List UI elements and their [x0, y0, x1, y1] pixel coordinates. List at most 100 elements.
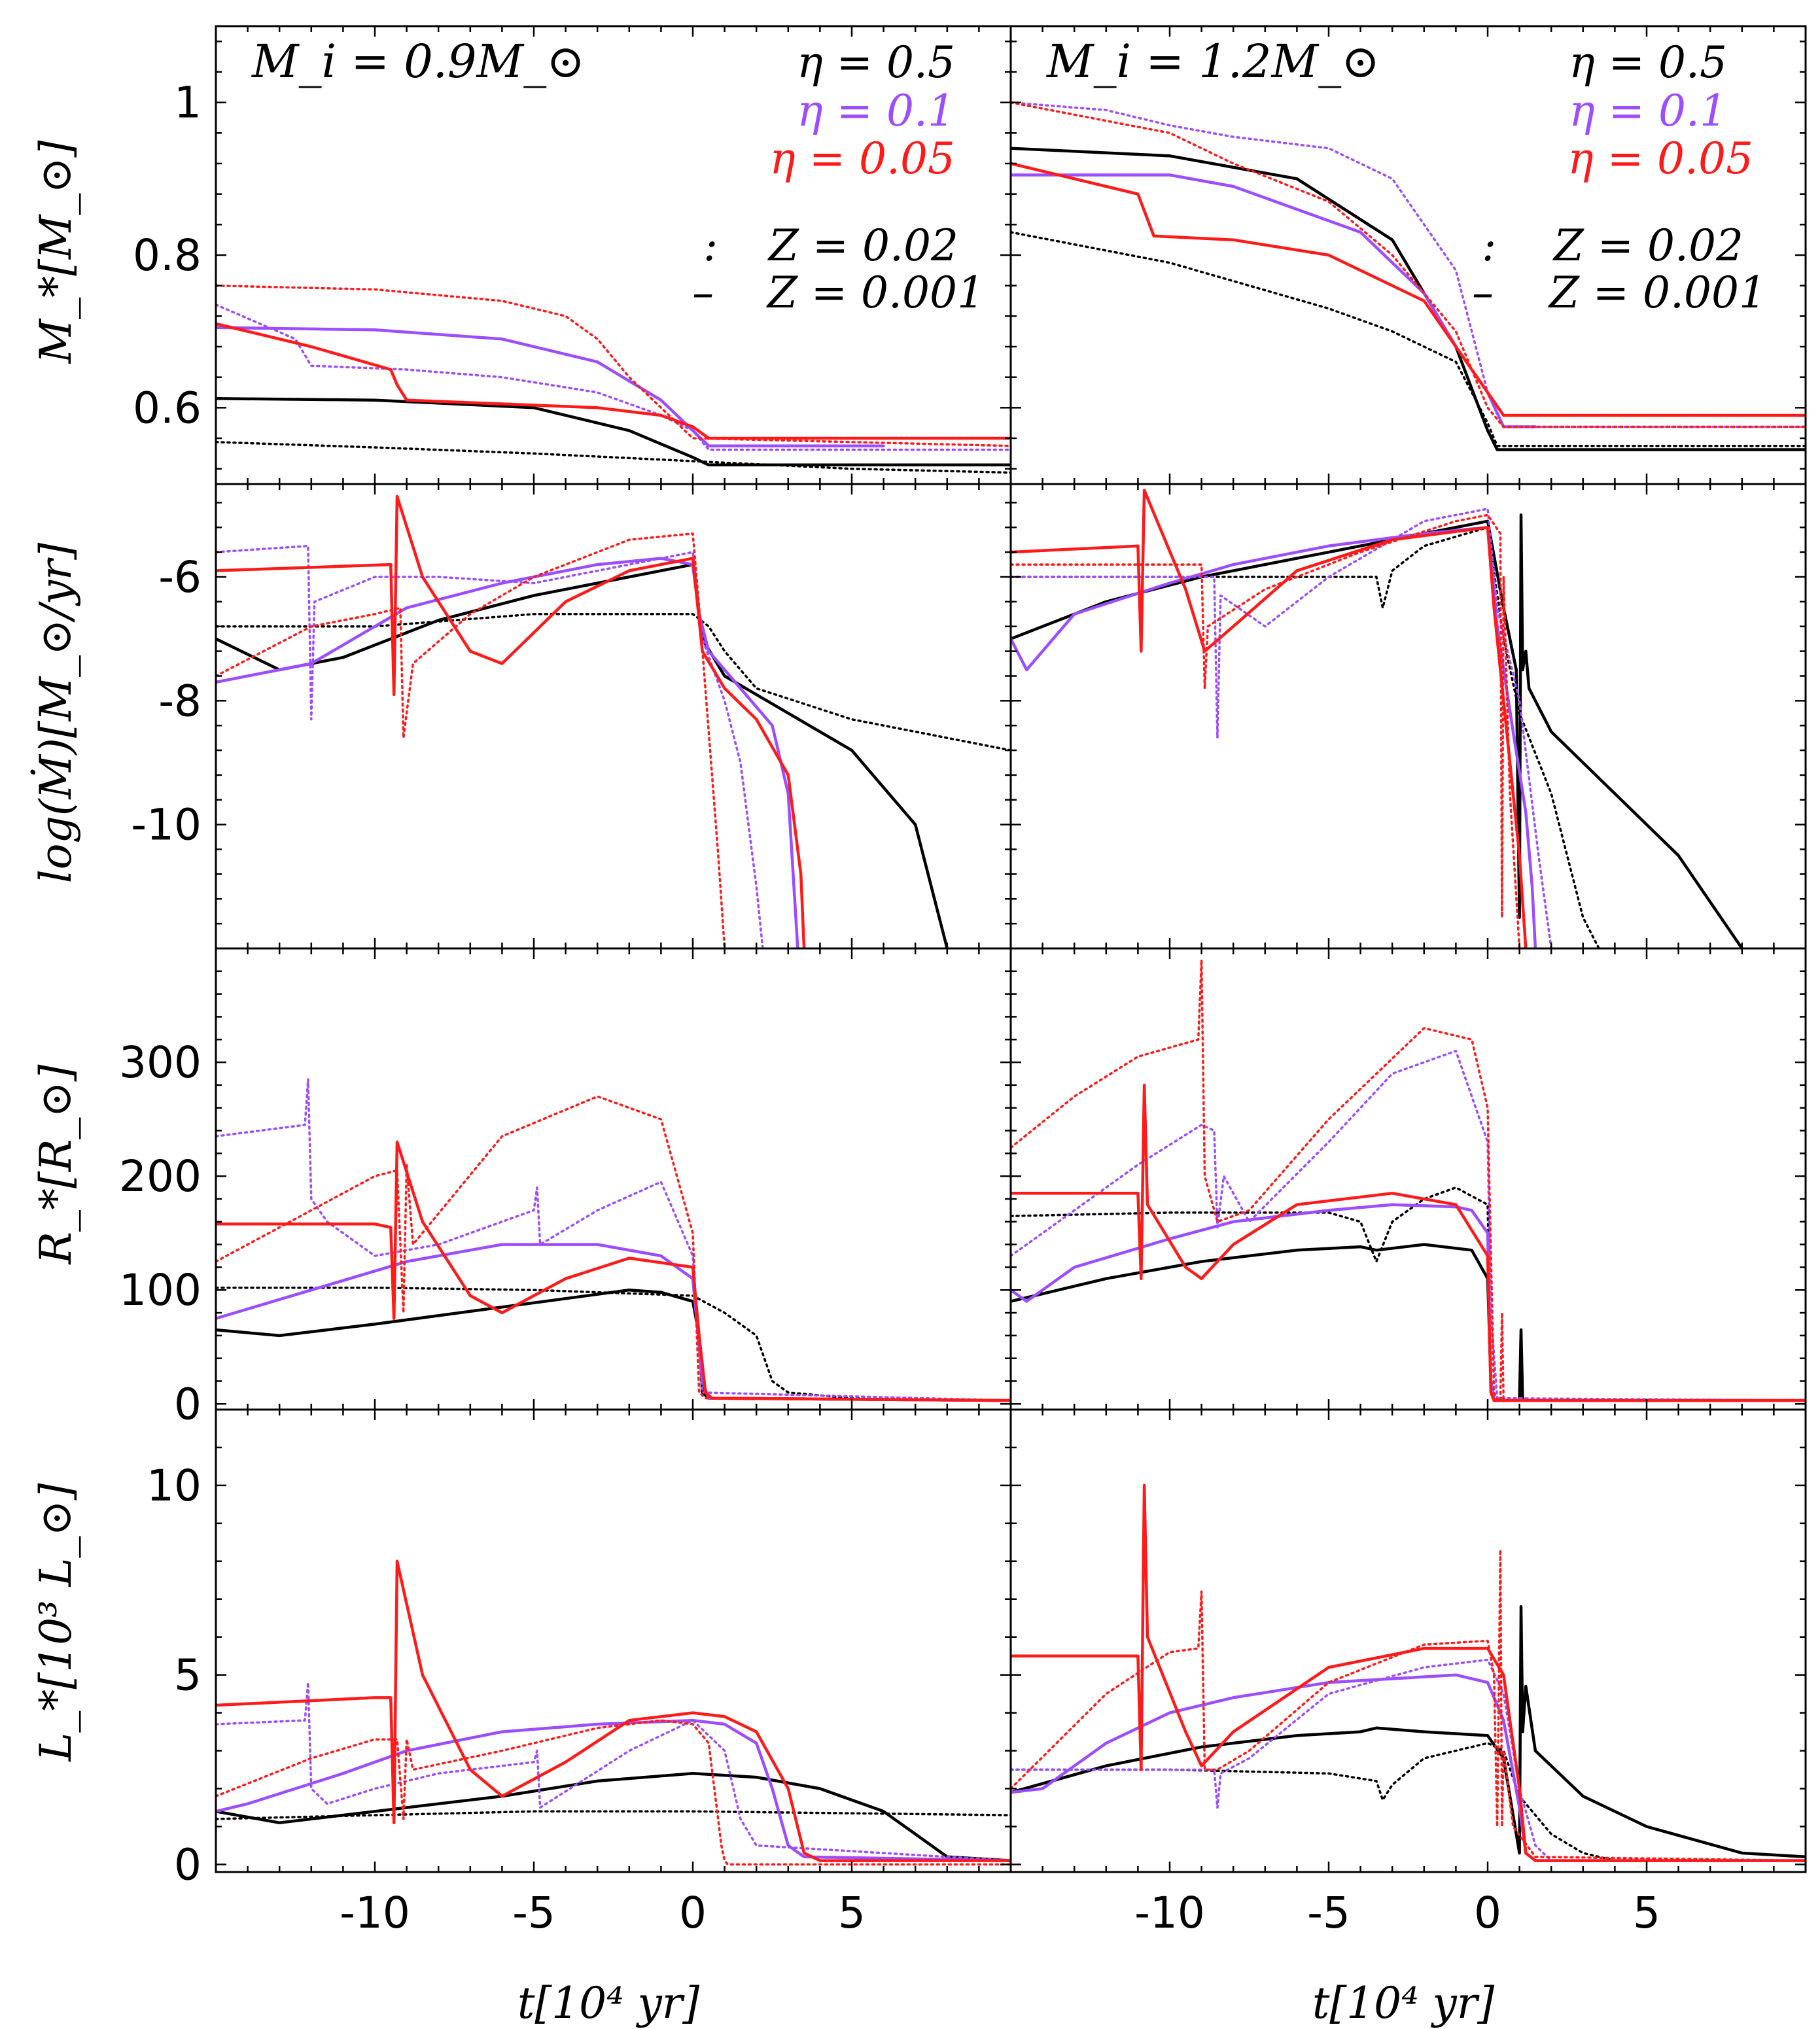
- y-tick-label: -8: [158, 676, 201, 726]
- series-line: [1011, 1483, 1806, 1862]
- y-axis-title-radius: R_*[R_⊙]: [31, 1064, 81, 1264]
- y-tick-label: 10: [147, 1461, 201, 1511]
- series-line: [1011, 231, 1806, 447]
- series-line: [216, 563, 949, 948]
- series-group: [1011, 958, 1806, 1402]
- series-line: [1011, 508, 1552, 948]
- series-line: [1011, 1548, 1806, 1862]
- series-line: [216, 1140, 1011, 1402]
- legend-z-0.02: Z = 0.02: [1552, 220, 1743, 271]
- legend-z-0.02-marker: :: [703, 220, 718, 271]
- series-group: [216, 1559, 1011, 1866]
- legend-z-0.001-marker: –: [1472, 268, 1494, 318]
- series-line: [216, 326, 885, 447]
- series-group: [1011, 101, 1806, 451]
- x-tick-label: 0: [1474, 1888, 1501, 1938]
- y-tick-label: 0.6: [133, 383, 201, 433]
- series-line: [1011, 1186, 1806, 1402]
- x-tick-label: 5: [838, 1888, 866, 1938]
- legend-z-0.02: Z = 0.02: [767, 220, 958, 271]
- series-line: [216, 397, 1011, 467]
- series-line: [216, 1772, 1011, 1862]
- series-line: [216, 494, 806, 948]
- series-line: [1011, 1673, 1806, 1862]
- x-axis-title-right: t[10⁴ yr]: [1312, 1978, 1495, 2028]
- panel-r1-c0: -6 -8 -10: [131, 483, 1012, 950]
- panel-frame: [215, 483, 1012, 950]
- series-line: [1011, 1049, 1806, 1402]
- legend-z-0.001: Z = 0.001: [1548, 268, 1766, 318]
- x-tick-label: -10: [1134, 1888, 1205, 1938]
- series-line: [1011, 173, 1537, 428]
- legend-right: η = 0.5 η = 0.1 η = 0.05 : Z = 0.02 – Z …: [1472, 37, 1766, 318]
- panel-frame: [1009, 947, 1807, 1411]
- series-line: [216, 1243, 1011, 1402]
- y-tick-label: 300: [119, 1037, 201, 1088]
- legend-eta-0.05: η = 0.05: [769, 133, 955, 184]
- panel-r2-c1: [1009, 947, 1807, 1411]
- x-axis-title-left: t[10⁴ yr]: [517, 1978, 700, 2028]
- y-tick-label: 0: [174, 1379, 201, 1429]
- series-line: [216, 1718, 1011, 1862]
- series-group: [216, 1078, 1011, 1402]
- legend-z-0.02-marker: :: [1482, 220, 1496, 271]
- series-line: [1011, 489, 1528, 948]
- legend-eta-0.5: η = 0.5: [797, 37, 955, 88]
- series-group: [1011, 489, 1744, 948]
- series-line: [216, 1719, 1011, 1866]
- series-line: [216, 284, 1011, 447]
- y-tick-label: 5: [174, 1650, 201, 1701]
- series-line: [216, 1286, 1011, 1402]
- series-line: [216, 1810, 1011, 1820]
- y-axis-title-luminosity: L_*[10³ L_⊙]: [31, 1483, 81, 1761]
- series-line: [216, 613, 1011, 752]
- panel-r3-c1: -10 -5 0 5: [1009, 1408, 1807, 1938]
- series-line: [216, 1095, 1011, 1402]
- plot-area: 0.6 0.8 1 -6 -8 -10 300 200 100 0 10 5 0 -10 -5 0 5 -10 -5…: [119, 25, 1807, 1938]
- series-line: [1011, 1083, 1806, 1402]
- series-line: [1011, 1243, 1806, 1402]
- y-tick-label: 1: [174, 78, 201, 128]
- series-line: [1011, 958, 1806, 1402]
- panel-frame: [1009, 483, 1807, 950]
- x-tick-label: -10: [340, 1888, 410, 1938]
- series-line: [216, 1559, 1011, 1862]
- legend-eta-0.5: η = 0.5: [1569, 37, 1727, 88]
- series-line: [216, 1681, 1011, 1862]
- legend-z-0.001-marker: –: [692, 268, 714, 318]
- series-line: [216, 322, 1011, 440]
- y-tick-label: 200: [119, 1151, 201, 1202]
- legend-eta-0.05: η = 0.05: [1567, 133, 1753, 184]
- series-line: [1011, 1658, 1806, 1862]
- legend-eta-0.1: η = 0.1: [797, 86, 955, 136]
- panel-frame: [215, 1408, 1012, 1873]
- y-tick-label: 100: [119, 1265, 201, 1315]
- panel-title-right: M_i = 1.2M_⊙: [1045, 35, 1380, 88]
- panel-frame: [215, 947, 1012, 1411]
- x-tick-label: 5: [1633, 1888, 1660, 1938]
- series-line: [1011, 526, 1600, 948]
- y-tick-label: 0: [174, 1839, 201, 1890]
- y-tick-label: 0.8: [133, 230, 201, 281]
- series-line: [1011, 513, 1744, 948]
- panel-r2-c0: 300 200 100 0: [119, 947, 1012, 1429]
- series-line: [216, 532, 726, 948]
- y-tick-label: -6: [158, 552, 201, 602]
- series-line: [216, 441, 1011, 474]
- x-tick-label: -5: [1307, 1888, 1350, 1938]
- x-tick-label: -5: [512, 1888, 555, 1938]
- y-axis-title-mass: M_*[M_⊙]: [31, 140, 81, 364]
- series-line: [1011, 162, 1806, 417]
- series-group: [216, 494, 1011, 948]
- legend-left: η = 0.5 η = 0.1 η = 0.05 : Z = 0.02 – Z …: [692, 37, 985, 318]
- panel-r3-c0: 10 5 0 -10 -5 0 5: [147, 1408, 1012, 1938]
- legend-eta-0.1: η = 0.1: [1569, 86, 1727, 136]
- series-line: [1011, 513, 1521, 948]
- series-line: [1011, 1742, 1806, 1862]
- series-line: [1011, 526, 1537, 948]
- series-line: [216, 1078, 1011, 1402]
- series-group: [216, 284, 1011, 474]
- x-tick-label: 0: [679, 1888, 707, 1938]
- series-line: [216, 1288, 1011, 1402]
